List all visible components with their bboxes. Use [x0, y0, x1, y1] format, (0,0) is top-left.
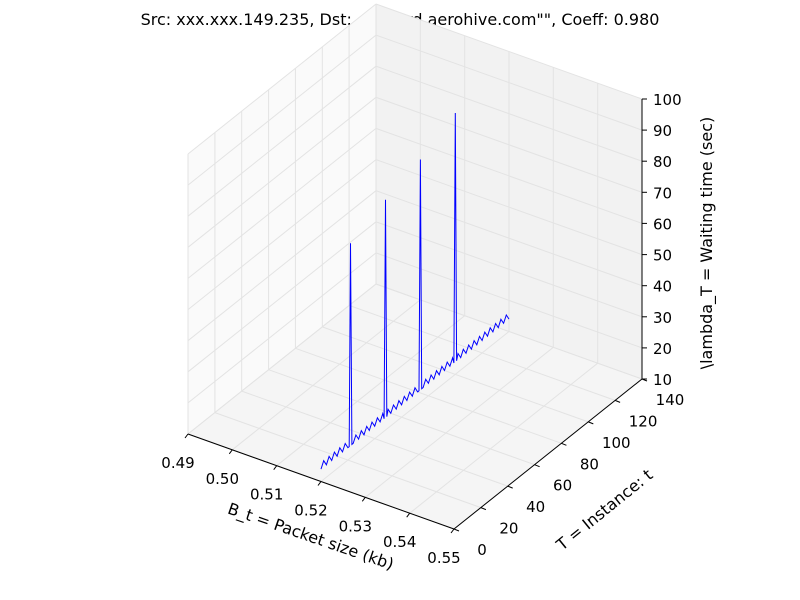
x-tick-mark	[361, 496, 366, 502]
y-tick-label: 140	[656, 391, 685, 409]
grid-line	[187, 221, 377, 373]
z-tick-label: 60	[653, 215, 672, 233]
grid-line	[348, 304, 616, 401]
y-tick-label: 20	[499, 520, 518, 538]
x-tick-label: 0.54	[383, 533, 416, 551]
z-tick-label: 70	[653, 184, 672, 202]
grid-line	[187, 159, 377, 310]
y-tick-label: 40	[526, 498, 545, 516]
x-tick-label: 0.50	[206, 470, 239, 488]
y-tick-label: 100	[602, 434, 631, 452]
y-tick-mark	[561, 442, 567, 446]
grid-line	[241, 390, 508, 487]
x-tick-mark	[273, 465, 278, 471]
grid-line	[187, 34, 377, 186]
x-tick-label: 0.49	[161, 454, 194, 472]
grid-line	[187, 190, 377, 342]
grid-line	[187, 3, 377, 155]
grid-line	[295, 347, 562, 444]
x-tick-label: 0.55	[427, 549, 460, 567]
y-tick-mark	[534, 464, 540, 468]
left-pane	[188, 4, 376, 434]
z-tick-label: 40	[653, 278, 672, 296]
z-axis-label: \lambda_T = Waiting time (sec)	[697, 117, 717, 370]
grid-line	[187, 96, 377, 248]
z-tick-label: 80	[653, 153, 672, 171]
x-tick-label: 0.52	[294, 502, 327, 520]
grid-line	[375, 34, 643, 131]
grid-line	[231, 299, 421, 451]
x-tick-label: 0.51	[250, 486, 283, 504]
y-tick-mark	[453, 528, 460, 532]
y-tick-mark	[614, 399, 621, 403]
y-tick-label: 0	[477, 541, 487, 559]
grid-line	[320, 331, 510, 482]
z-tick-label: 20	[653, 340, 672, 358]
x-tick-mark	[184, 433, 189, 439]
y-tick-mark	[507, 485, 513, 489]
x-tick-mark	[317, 481, 322, 486]
grid-line	[364, 346, 554, 498]
grid-line	[375, 127, 643, 224]
z-tick-label: 100	[653, 91, 682, 109]
x-tick-mark	[228, 449, 233, 455]
plot-area	[320, 112, 510, 470]
y-tick-label: 80	[580, 455, 599, 473]
grid-line	[375, 252, 643, 349]
x-tick-mark	[450, 528, 455, 534]
x-tick-mark	[406, 512, 411, 518]
y-axis-line	[453, 378, 643, 530]
grid-line	[214, 412, 482, 509]
z-tick-label: 10	[653, 371, 672, 389]
z-tick-label: 90	[653, 122, 672, 140]
grid-line	[268, 369, 535, 466]
grid-line	[375, 283, 643, 380]
x-tick-label: 0.53	[339, 517, 372, 535]
grid-line	[187, 283, 377, 435]
series-line-0	[320, 112, 510, 470]
z-tick-label: 50	[653, 247, 672, 265]
grid-lines	[187, 3, 643, 530]
y-tick-label: 120	[629, 412, 658, 430]
y-tick-mark	[480, 507, 487, 511]
grid-line	[276, 315, 466, 467]
tick-labels: 0.490.500.510.520.530.540.55 020406080100…	[161, 91, 684, 567]
z-tick-label: 30	[653, 309, 672, 327]
grid-line	[375, 65, 643, 162]
grid-line	[187, 128, 377, 279]
grid-line	[409, 362, 599, 514]
grid-line	[187, 65, 377, 217]
grid-line	[375, 3, 643, 100]
y-tick-mark	[588, 421, 594, 425]
y-tick-label: 60	[553, 477, 572, 495]
grid-line	[187, 252, 377, 404]
grid-line	[375, 96, 643, 193]
grid-line	[322, 326, 589, 423]
